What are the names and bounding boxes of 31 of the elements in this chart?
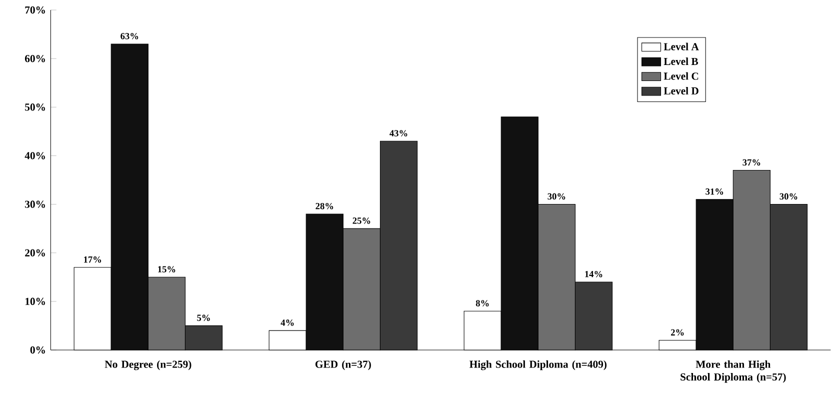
x-tick-label: More than High School Diploma (n=57) (680, 360, 786, 383)
data-label: 28% (316, 202, 334, 210)
legend-label: Level D (664, 87, 698, 95)
data-label: 37% (742, 159, 760, 166)
y-tick-label: 60% (24, 54, 45, 62)
data-label: 30% (548, 193, 566, 200)
data-label: 4% (280, 320, 294, 326)
data-label: 17% (84, 256, 102, 263)
data-label: 8% (476, 300, 489, 306)
data-label: 30% (780, 193, 798, 200)
x-tick-label: High School Diploma (n=409) (470, 360, 607, 370)
data-label: 43% (390, 130, 408, 136)
legend-label: Level A (664, 42, 699, 50)
y-tick-label: 70% (25, 6, 45, 14)
data-label: 5% (197, 314, 210, 321)
data-label: 31% (706, 188, 724, 195)
data-label: 63% (120, 32, 138, 40)
y-tick-label: 0% (30, 346, 45, 354)
legend-label: Level B (664, 58, 698, 66)
data-label: 2% (670, 329, 684, 336)
data-label: 14% (585, 270, 602, 278)
data-label: 15% (158, 266, 176, 272)
x-tick-label: No Degree (n=259) (104, 360, 192, 370)
y-tick-label: 10% (25, 298, 45, 306)
legend-label: Level C (664, 72, 698, 80)
y-tick-label: 20% (25, 249, 45, 256)
y-tick-label: 30% (25, 200, 45, 208)
y-tick-label: 40% (24, 152, 45, 160)
x-tick-label: GED (n=37) (315, 360, 371, 370)
data-label: 25% (352, 218, 370, 224)
y-tick-label: 50% (25, 104, 45, 111)
